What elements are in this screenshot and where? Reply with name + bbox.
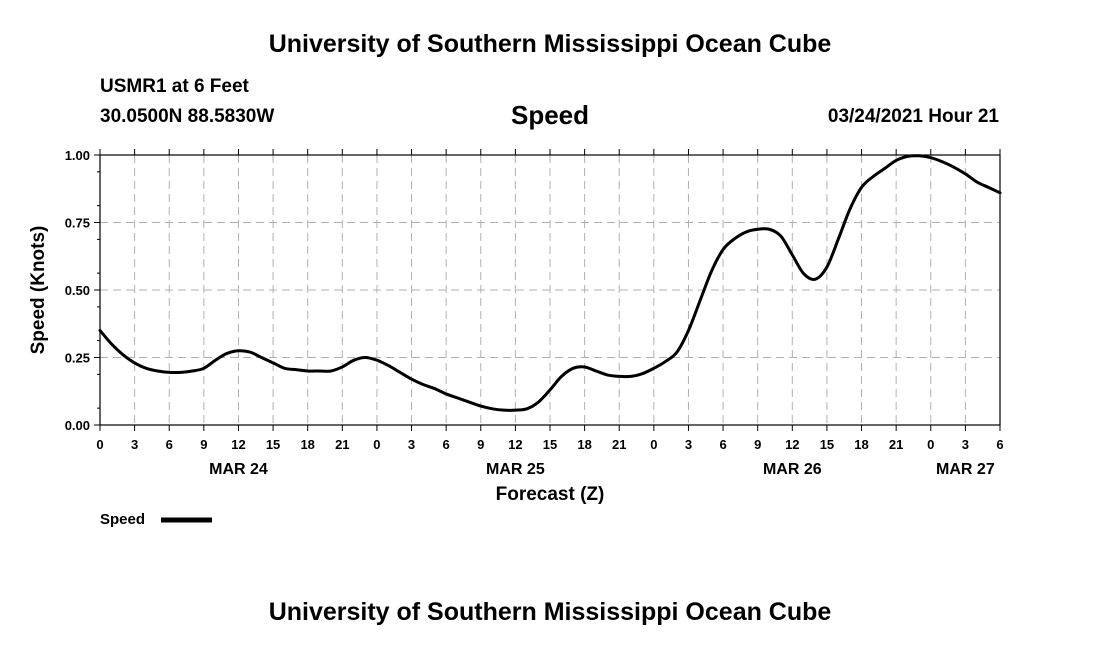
date-label: MAR 27 <box>936 461 995 478</box>
y-tick-label: 1.00 <box>65 148 90 163</box>
x-tick-label: 15 <box>820 437 834 452</box>
x-tick-label: 3 <box>685 437 692 452</box>
x-tick-label: 0 <box>373 437 380 452</box>
plot-frame <box>99 154 1001 426</box>
series-line-speed <box>98 154 1002 412</box>
x-tick-label: 21 <box>612 437 626 452</box>
x-tick-label: 18 <box>854 437 868 452</box>
x-tick-label: 18 <box>577 437 591 452</box>
x-tick-label: 6 <box>443 437 450 452</box>
chart-title-bottom: University of Southern Mississippi Ocean… <box>268 598 832 626</box>
grid-lines <box>100 154 1000 426</box>
x-tick-label: 9 <box>477 437 484 452</box>
date-label: MAR 25 <box>486 461 545 478</box>
axis-ticks <box>94 149 1001 431</box>
series-layer <box>98 154 1002 412</box>
station-label: USMR1 at 6 Feet <box>100 76 249 97</box>
y-tick-label: 0.00 <box>65 418 90 433</box>
x-tick-label: 12 <box>785 437 799 452</box>
legend-label: Speed <box>100 511 145 528</box>
x-tick-label: 3 <box>408 437 415 452</box>
x-tick-label: 0 <box>96 437 103 452</box>
x-tick-label: 0 <box>650 437 657 452</box>
coordinates-label: 30.0500N 88.5830W <box>100 106 275 127</box>
x-tick-label: 9 <box>200 437 207 452</box>
forecast-datetime: 03/24/2021 Hour 21 <box>827 106 999 127</box>
x-tick-label: 18 <box>300 437 314 452</box>
x-tick-label: 21 <box>889 437 903 452</box>
y-tick-label: 0.50 <box>65 283 90 298</box>
date-label: MAR 26 <box>763 461 822 478</box>
chart-title-top: University of Southern Mississippi Ocean… <box>268 30 832 58</box>
x-tick-label: 6 <box>166 437 173 452</box>
date-label: MAR 24 <box>209 461 268 478</box>
x-tick-label: 15 <box>543 437 557 452</box>
y-tick-label: 0.75 <box>65 216 90 231</box>
x-tick-label: 9 <box>754 437 761 452</box>
tick-labels: 0.00 0.25 0.50 0.75 1.00 0 3 6 9 12 15 18 21 0 3 6 9 12 15… <box>65 148 1004 478</box>
x-tick-label: 6 <box>996 437 1003 452</box>
y-axis-label: Speed (Knots) <box>28 226 49 355</box>
x-tick-label: 15 <box>266 437 280 452</box>
x-tick-label: 12 <box>508 437 522 452</box>
x-tick-label: 3 <box>131 437 138 452</box>
x-tick-label: 21 <box>335 437 349 452</box>
y-tick-label: 0.25 <box>65 351 90 366</box>
x-tick-label: 0 <box>927 437 934 452</box>
variable-title: Speed <box>510 100 590 130</box>
x-axis-label: Forecast (Z) <box>496 484 605 505</box>
legend: Speed <box>100 511 212 528</box>
x-tick-label: 3 <box>962 437 969 452</box>
x-tick-label: 6 <box>719 437 726 452</box>
x-tick-label: 12 <box>231 437 245 452</box>
